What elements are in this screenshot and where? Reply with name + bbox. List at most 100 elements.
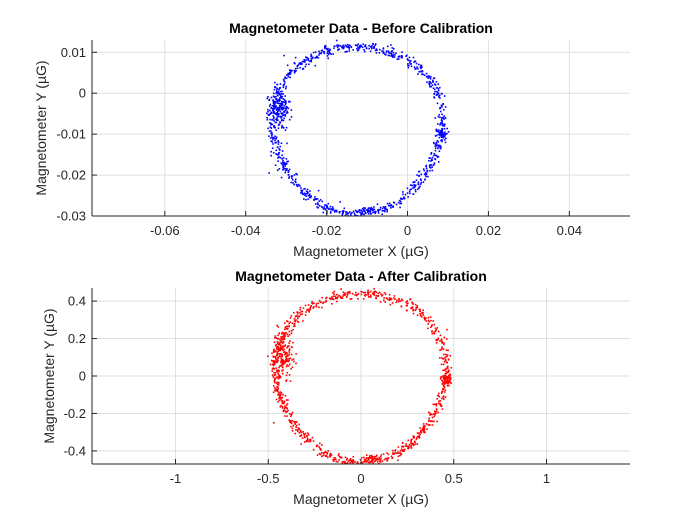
data-point bbox=[393, 453, 396, 455]
data-point bbox=[445, 375, 448, 378]
data-point bbox=[296, 65, 299, 67]
data-point bbox=[295, 319, 297, 321]
data-point bbox=[408, 56, 411, 59]
data-point bbox=[422, 311, 424, 314]
data-point bbox=[326, 48, 329, 51]
data-point bbox=[287, 399, 289, 401]
data-point bbox=[441, 140, 443, 143]
data-point bbox=[391, 457, 394, 460]
data-point bbox=[412, 437, 415, 439]
data-point bbox=[278, 348, 280, 351]
data-point bbox=[412, 303, 414, 305]
data-point bbox=[431, 424, 434, 426]
data-point bbox=[276, 388, 278, 391]
data-point bbox=[307, 194, 310, 197]
data-point bbox=[339, 295, 342, 298]
data-point bbox=[384, 209, 386, 212]
data-point bbox=[356, 211, 359, 214]
data-point bbox=[283, 353, 286, 356]
data-point bbox=[274, 373, 277, 376]
data-point bbox=[427, 323, 429, 325]
data-point bbox=[274, 86, 276, 88]
data-point bbox=[295, 426, 297, 428]
x-tick-label: 0.02 bbox=[476, 223, 501, 238]
data-point bbox=[345, 46, 348, 48]
data-point bbox=[424, 174, 427, 176]
data-point bbox=[415, 179, 418, 181]
data-point bbox=[327, 53, 330, 56]
data-point bbox=[299, 306, 302, 309]
data-point bbox=[316, 56, 318, 58]
data-point bbox=[285, 404, 288, 406]
data-point bbox=[312, 440, 315, 442]
data-point bbox=[327, 50, 329, 52]
data-point bbox=[285, 327, 288, 330]
y-tick-label: -0.01 bbox=[56, 127, 86, 142]
data-point bbox=[299, 429, 302, 432]
data-point bbox=[282, 101, 285, 103]
data-point bbox=[343, 45, 345, 48]
x-tick-label: -1 bbox=[170, 471, 182, 486]
data-point bbox=[370, 207, 373, 210]
data-point bbox=[430, 153, 433, 155]
data-point bbox=[304, 304, 307, 307]
data-point bbox=[439, 144, 441, 147]
data-point bbox=[420, 66, 423, 69]
data-point bbox=[300, 434, 303, 436]
data-point bbox=[274, 356, 277, 358]
data-point bbox=[341, 46, 344, 49]
data-point bbox=[332, 209, 334, 211]
data-point bbox=[379, 459, 381, 462]
data-point bbox=[416, 435, 419, 438]
data-point bbox=[432, 79, 434, 82]
data-point bbox=[291, 177, 293, 179]
data-point bbox=[371, 45, 373, 47]
data-point bbox=[444, 373, 447, 375]
data-point bbox=[297, 321, 300, 324]
data-point bbox=[359, 46, 361, 49]
data-point bbox=[384, 457, 387, 460]
data-point bbox=[392, 47, 395, 50]
data-point bbox=[287, 171, 290, 174]
data-point bbox=[272, 109, 275, 112]
data-point bbox=[283, 111, 286, 113]
data-point bbox=[335, 39, 338, 42]
data-point bbox=[269, 130, 272, 132]
data-point bbox=[318, 52, 321, 55]
data-point bbox=[366, 209, 368, 211]
data-point bbox=[394, 452, 397, 454]
data-point bbox=[411, 442, 414, 445]
data-point bbox=[267, 110, 269, 113]
data-point bbox=[427, 423, 430, 426]
data-point bbox=[277, 356, 280, 358]
data-point bbox=[285, 365, 288, 368]
data-point bbox=[377, 292, 380, 295]
data-point bbox=[436, 90, 438, 93]
data-point bbox=[374, 43, 377, 45]
data-point bbox=[441, 408, 444, 410]
data-point bbox=[277, 386, 279, 388]
data-point bbox=[440, 104, 443, 107]
data-point bbox=[287, 345, 289, 347]
data-point bbox=[405, 54, 408, 57]
y-tick-label: 0 bbox=[79, 369, 86, 384]
data-point bbox=[328, 297, 331, 300]
data-point bbox=[424, 318, 426, 321]
data-point bbox=[285, 77, 288, 79]
data-point bbox=[422, 73, 424, 75]
data-point bbox=[305, 440, 308, 443]
data-point bbox=[383, 458, 386, 461]
data-point bbox=[377, 295, 380, 297]
data-point bbox=[341, 210, 344, 212]
data-point bbox=[294, 67, 297, 70]
data-point bbox=[278, 151, 280, 154]
data-point bbox=[295, 424, 298, 427]
data-point bbox=[445, 356, 447, 358]
data-point bbox=[272, 99, 274, 101]
data-point bbox=[405, 55, 407, 58]
data-point bbox=[448, 384, 450, 387]
data-point bbox=[308, 194, 311, 197]
data-point bbox=[276, 361, 279, 363]
data-point bbox=[282, 86, 285, 89]
data-point bbox=[419, 310, 421, 313]
